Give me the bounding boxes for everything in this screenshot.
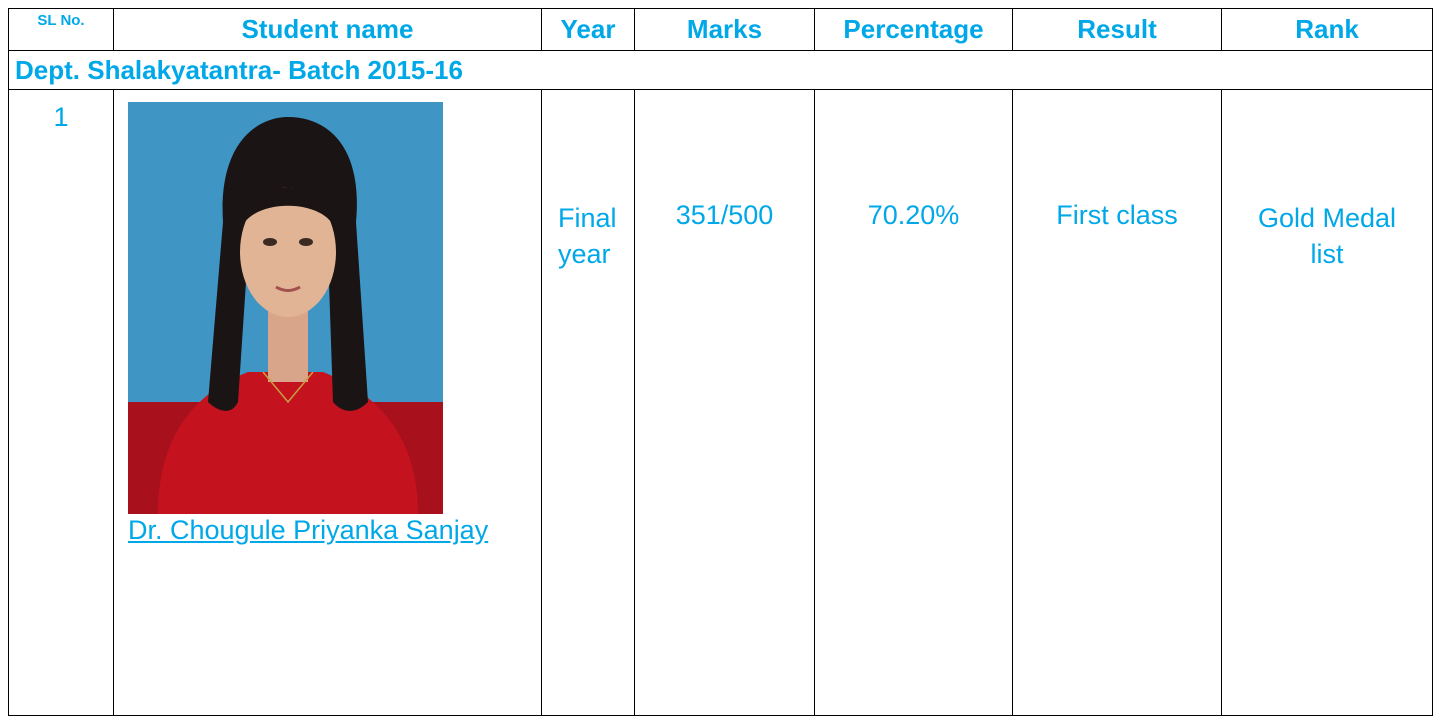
section-title: Dept. Shalakyatantra- Batch 2015-16 xyxy=(9,51,1433,90)
student-photo xyxy=(128,102,443,514)
section-row: Dept. Shalakyatantra- Batch 2015-16 xyxy=(9,51,1433,90)
header-cell: Marks xyxy=(635,9,815,51)
page: SL No. Student name Year Marks Percentag… xyxy=(0,0,1440,606)
cell: 351/500 xyxy=(635,90,815,716)
cell-text: Gold Medal list xyxy=(1252,200,1402,273)
header-cell: Percentage xyxy=(815,9,1013,51)
header-cell: SL No. xyxy=(9,9,114,51)
header-cell: Rank xyxy=(1222,9,1433,51)
results-table: SL No. Student name Year Marks Percentag… xyxy=(8,8,1433,716)
cell: 70.20% xyxy=(815,90,1013,716)
cell: First class xyxy=(1013,90,1222,716)
cell-text: Final year xyxy=(558,200,628,273)
header-row: SL No. Student name Year Marks Percentag… xyxy=(9,9,1433,51)
cell: Gold Medal list xyxy=(1222,90,1433,716)
header-cell: Student name xyxy=(114,9,542,51)
cell: 1 xyxy=(9,90,114,716)
header-cell: Result xyxy=(1013,9,1222,51)
header-cell: Year xyxy=(542,9,635,51)
cell: Final year xyxy=(542,90,635,716)
student-name-link[interactable]: Dr. Chougule Priyanka Sanjay xyxy=(128,514,533,548)
name-cell: Dr. Chougule Priyanka Sanjay xyxy=(114,90,542,716)
data-row: 1 Dr. Chougule Priyanka Sanjay Final yea… xyxy=(9,90,1433,716)
